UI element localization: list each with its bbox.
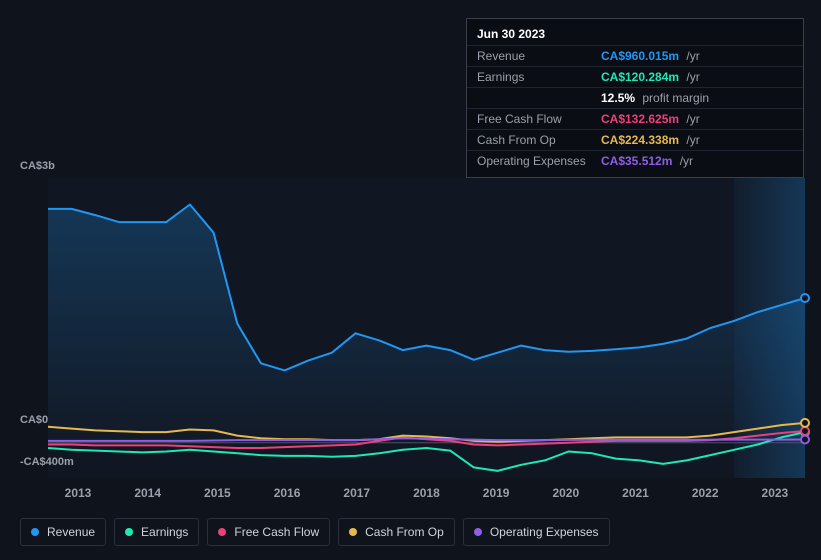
tooltip-row: 12.5% profit margin [467,87,803,108]
tooltip-row: Cash From Op CA$224.338m /yr [467,129,803,150]
y-axis-label: -CA$400m [20,456,74,468]
tooltip-row-value: CA$120.284m /yr [601,70,700,84]
x-axis-tick: 2016 [267,486,307,500]
x-axis-tick: 2022 [685,486,725,500]
legend-dot-icon [31,528,39,536]
tooltip-row-value: CA$35.512m /yr [601,154,693,168]
x-axis-tick: 2014 [128,486,168,500]
tooltip-row: Earnings CA$120.284m /yr [467,66,803,87]
tooltip-row-label: Cash From Op [477,133,587,147]
tooltip-row-label: Free Cash Flow [477,112,587,126]
tooltip-row-unit: /yr [683,112,700,126]
legend-item[interactable]: Earnings [114,518,199,546]
x-axis-tick: 2019 [476,486,516,500]
x-axis-tick: 2018 [406,486,446,500]
tooltip-row-unit: profit margin [639,91,709,105]
legend-dot-icon [349,528,357,536]
tooltip-row-value: CA$132.625m /yr [601,112,700,126]
x-axis: 2013 2014 2015 2016 2017 2018 2019 2020 2021 2022… [48,486,805,500]
tooltip-row: Revenue CA$960.015m /yr [467,45,803,66]
tooltip-date: Jun 30 2023 [467,25,803,45]
x-axis-tick: 2017 [337,486,377,500]
x-axis-tick: 2020 [546,486,586,500]
tooltip-row-label: Revenue [477,49,587,63]
tooltip-row-value: CA$224.338m /yr [601,133,700,147]
legend-dot-icon [125,528,133,536]
x-axis-tick: 2013 [58,486,98,500]
x-axis-tick: 2021 [616,486,656,500]
tooltip-row: Free Cash Flow CA$132.625m /yr [467,108,803,129]
legend-item-label: Earnings [141,525,188,539]
tooltip-row-value: CA$960.015m /yr [601,49,700,63]
tooltip-row-unit: /yr [683,133,700,147]
legend-dot-icon [218,528,226,536]
y-axis-label: CA$3b [20,160,55,172]
legend-item-label: Cash From Op [365,525,444,539]
legend-item[interactable]: Revenue [20,518,106,546]
legend-item-label: Free Cash Flow [234,525,319,539]
legend-item-label: Operating Expenses [490,525,599,539]
tooltip-row-label: Operating Expenses [477,154,587,168]
tooltip-row-unit: /yr [683,49,700,63]
chart-legend: Revenue Earnings Free Cash Flow Cash From O… [20,518,610,546]
tooltip-row-label: Earnings [477,70,587,84]
legend-item[interactable]: Operating Expenses [463,518,610,546]
legend-item-label: Revenue [47,525,95,539]
tooltip-row-unit: /yr [676,154,693,168]
tooltip-row-unit: /yr [683,70,700,84]
legend-item[interactable]: Free Cash Flow [207,518,330,546]
legend-dot-icon [474,528,482,536]
tooltip-row-value: 12.5% profit margin [601,91,709,105]
legend-item[interactable]: Cash From Op [338,518,455,546]
y-axis-label: CA$0 [20,414,48,426]
x-axis-tick: 2023 [755,486,795,500]
x-axis-tick: 2015 [197,486,237,500]
tooltip-row: Operating Expenses CA$35.512m /yr [467,150,803,171]
chart-tooltip: Jun 30 2023 Revenue CA$960.015m /yr Earnin… [466,18,804,178]
